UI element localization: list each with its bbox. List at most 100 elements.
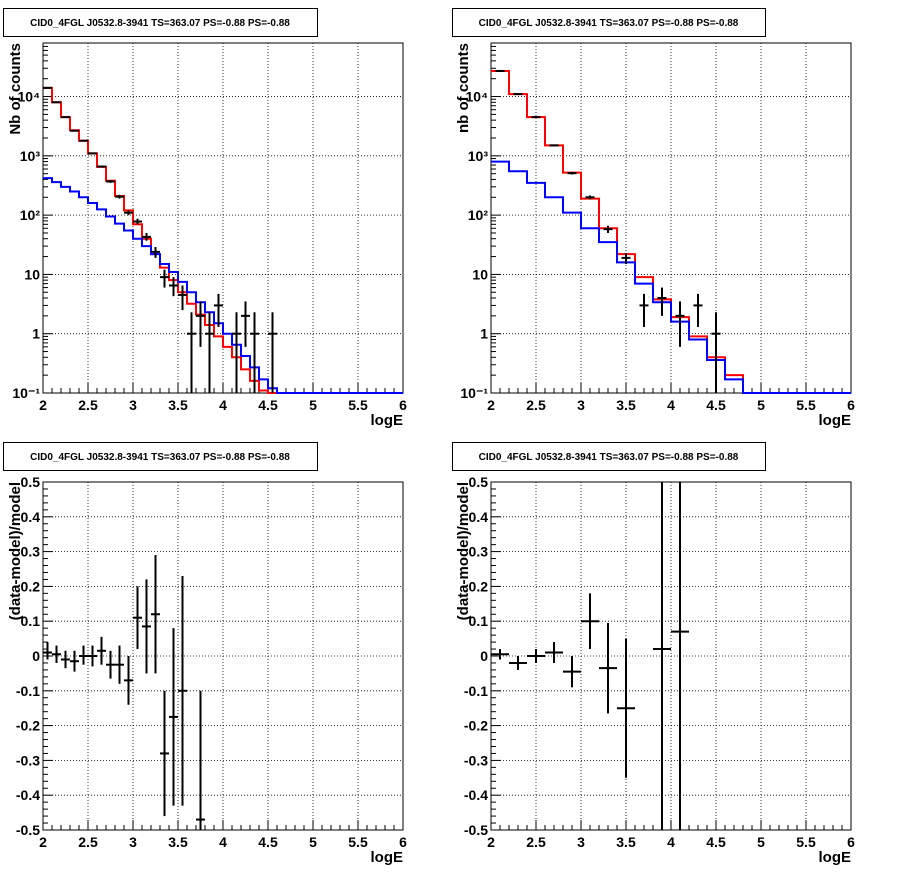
data-point [79, 645, 88, 665]
histogram-series-2 [43, 177, 403, 394]
y-axis-ticks [491, 481, 501, 831]
x-tick-label: 5 [757, 397, 765, 413]
data-point [88, 152, 97, 155]
x-tick-label: 3.5 [616, 834, 636, 850]
data-point [79, 139, 88, 142]
data-point [124, 656, 133, 705]
plot-panel-2: CID0_4FGL J0532.8-3941 TS=363.07 PS=-0.8… [452, 8, 855, 429]
data-point [241, 301, 250, 347]
x-tick-label: 6 [399, 834, 407, 850]
data-point [106, 180, 115, 183]
data-point [603, 225, 613, 233]
y-tick-label: 0.5 [21, 474, 41, 490]
y-tick-label: 0 [480, 648, 488, 664]
data-point [671, 482, 689, 830]
y-tick-label: 10 [24, 266, 40, 282]
data-point [133, 586, 142, 650]
y-tick-label: 10⁴ [466, 89, 489, 105]
x-tick-label: 6 [847, 834, 855, 850]
data-point [711, 312, 721, 393]
x-tick-label: 5 [757, 834, 765, 850]
x-tick-label: 5.5 [796, 834, 816, 850]
x-axis-label: logE [371, 849, 404, 866]
data-point [160, 269, 169, 288]
data-point [585, 195, 595, 200]
x-tick-label: 3.5 [168, 834, 188, 850]
y-axis-label: (data-model)/model [455, 482, 472, 620]
plot-panel-1: CID0_4FGL J0532.8-3941 TS=363.07 PS=-0.8… [3, 8, 407, 429]
x-tick-label: 4 [219, 834, 227, 850]
y-axis-ticks [43, 481, 53, 831]
data-point [142, 232, 151, 241]
grid-lines [43, 482, 403, 830]
data-point [675, 301, 685, 347]
data-point [160, 690, 169, 817]
x-tick-label: 5.5 [796, 397, 816, 413]
data-point [250, 312, 259, 393]
y-tick-label: -0.1 [16, 683, 40, 699]
y-tick-label: 10⁴ [18, 89, 41, 105]
x-tick-label: 2 [39, 397, 47, 413]
data-point [43, 642, 52, 660]
y-tick-label: -0.1 [464, 683, 488, 699]
x-tick-label: 3 [577, 397, 585, 413]
x-tick-label: 4.5 [706, 397, 726, 413]
y-tick-label: 10² [20, 207, 41, 223]
data-point [581, 593, 599, 650]
data-point [549, 144, 559, 147]
title-box [452, 442, 766, 471]
data-points [491, 482, 689, 830]
y-tick-label: 1 [480, 326, 488, 342]
data-point [563, 656, 581, 688]
data-point [97, 636, 106, 665]
data-point [142, 579, 151, 674]
y-tick-label: 0.1 [469, 613, 489, 629]
y-tick-label: -0.2 [464, 718, 488, 734]
y-tick-label: 0.2 [469, 578, 489, 594]
y-axis-ticks [491, 42, 501, 394]
y-tick-label: -0.4 [16, 787, 40, 803]
data-point [151, 247, 160, 258]
x-axis-label: logE [819, 412, 852, 429]
x-tick-label: 5 [309, 834, 317, 850]
x-tick-label: 5.5 [348, 397, 368, 413]
x-tick-label: 3.5 [616, 397, 636, 413]
data-point [169, 628, 178, 806]
data-point [115, 645, 124, 684]
data-point [639, 293, 649, 327]
x-tick-label: 3 [577, 834, 585, 850]
data-point [196, 690, 205, 830]
y-tick-label: -0.5 [464, 822, 488, 838]
data-point [653, 482, 671, 830]
x-axis-label: logE [819, 849, 852, 866]
x-tick-label: 4 [667, 397, 675, 413]
chart-title: CID0_4FGL J0532.8-3941 TS=363.07 PS=-0.8… [479, 452, 739, 463]
x-tick-label: 5 [309, 397, 317, 413]
y-tick-label: -0.4 [464, 787, 488, 803]
grid-lines [491, 43, 851, 393]
data-point [52, 101, 61, 104]
y-tick-label: 10³ [468, 148, 489, 164]
data-point [567, 171, 577, 175]
title-box [3, 442, 318, 471]
grid-lines [491, 482, 851, 830]
x-axis-ticks [490, 820, 852, 830]
data-point [115, 194, 124, 199]
y-tick-label: 10 [472, 266, 488, 282]
y-tick-label: 0.5 [469, 474, 489, 490]
data-point [621, 252, 631, 264]
data-point [187, 312, 196, 393]
x-tick-label: 6 [847, 397, 855, 413]
data-point [268, 312, 277, 393]
data-point [495, 69, 505, 72]
x-tick-label: 3 [129, 397, 137, 413]
x-axis-ticks [490, 383, 852, 393]
x-tick-label: 2.5 [78, 834, 98, 850]
data-point [693, 293, 703, 327]
x-tick-label: 4 [667, 834, 675, 850]
title-box [452, 8, 766, 37]
plot-panel-4: CID0_4FGL J0532.8-3941 TS=363.07 PS=-0.8… [452, 442, 855, 866]
x-axis-ticks [42, 383, 404, 393]
x-tick-label: 2 [487, 397, 495, 413]
data-points [495, 69, 721, 393]
